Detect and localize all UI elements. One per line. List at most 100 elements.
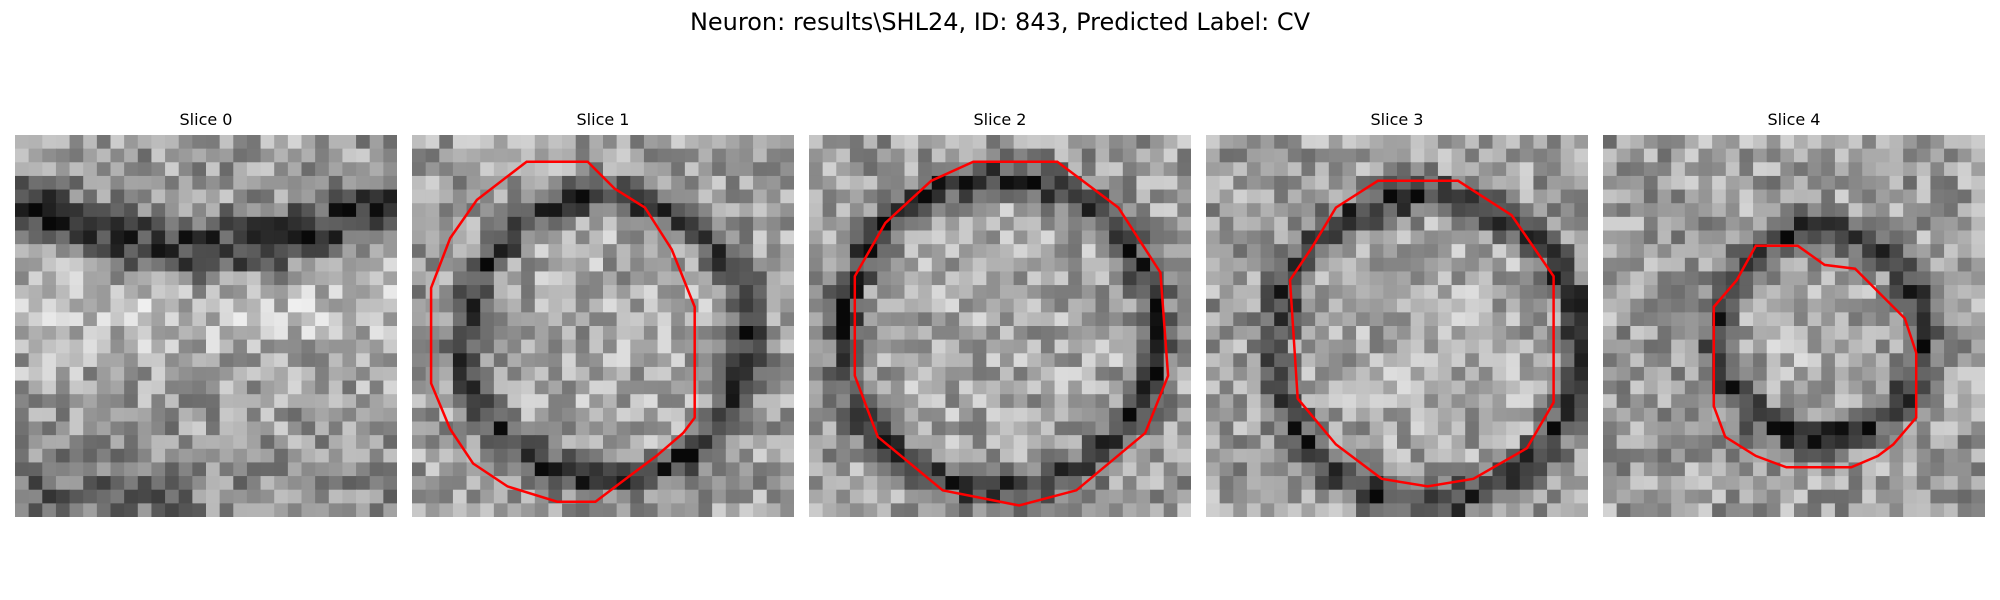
pixel <box>110 489 125 504</box>
pixel <box>83 189 98 204</box>
pixel <box>1451 135 1466 150</box>
pixel <box>1698 435 1713 450</box>
pixel <box>1533 312 1548 327</box>
pixel <box>1122 462 1138 477</box>
pixel <box>657 462 672 477</box>
pixel <box>1478 366 1494 382</box>
pixel <box>83 298 98 313</box>
pixel <box>1206 135 1221 150</box>
pixel <box>739 203 754 218</box>
pixel <box>1424 257 1439 273</box>
pixel <box>55 339 71 354</box>
pixel <box>1916 503 1932 517</box>
pixel <box>165 135 180 150</box>
pixel <box>1616 230 1631 245</box>
pixel <box>1150 230 1165 245</box>
pixel <box>1506 353 1521 368</box>
pixel <box>206 435 221 450</box>
pixel <box>165 162 180 177</box>
pixel <box>466 285 481 300</box>
pixel <box>1848 394 1863 409</box>
pixel <box>1862 421 1877 436</box>
pixel <box>1533 394 1548 409</box>
pixel <box>1862 285 1877 300</box>
pixel <box>178 148 193 163</box>
pixel <box>1725 230 1741 245</box>
pixel <box>780 271 794 286</box>
pixel <box>1383 285 1398 300</box>
pixel <box>822 135 837 150</box>
pixel <box>1712 476 1727 491</box>
pixel <box>274 462 289 477</box>
pixel <box>1219 244 1234 259</box>
pixel <box>1657 203 1672 218</box>
pixel <box>260 203 275 218</box>
pixel <box>466 298 481 313</box>
pixel <box>315 421 330 436</box>
pixel <box>1657 339 1672 354</box>
pixel <box>1862 312 1877 327</box>
pixel <box>725 407 741 423</box>
pixel <box>1533 353 1548 368</box>
pixel <box>534 230 550 245</box>
pixel <box>1424 135 1439 150</box>
pixel <box>1957 148 1972 163</box>
pixel <box>1630 203 1645 218</box>
pixel <box>1630 271 1645 286</box>
pixel <box>562 203 577 218</box>
pixel <box>83 135 98 150</box>
pixel <box>1081 312 1097 327</box>
pixel <box>233 448 248 464</box>
pixel <box>904 503 919 517</box>
pixel <box>739 285 754 300</box>
pixel <box>260 380 275 395</box>
pixel <box>110 298 125 313</box>
pixel <box>1574 503 1588 517</box>
segmentation-contour <box>429 160 696 503</box>
pixel <box>1848 175 1863 191</box>
pixel <box>1698 489 1713 504</box>
pixel <box>684 135 700 150</box>
pixel <box>1410 353 1425 368</box>
pixel <box>480 503 495 517</box>
pixel <box>1766 503 1781 517</box>
pixel <box>1260 339 1275 354</box>
pixel <box>42 489 57 504</box>
pixel <box>1136 366 1151 382</box>
pixel <box>1437 148 1453 163</box>
pixel <box>507 366 522 382</box>
pixel <box>877 326 892 341</box>
pixel <box>766 175 781 191</box>
pixel <box>904 394 919 409</box>
pixel <box>110 421 125 436</box>
pixel <box>863 285 878 300</box>
pixel <box>42 257 57 273</box>
pixel <box>15 407 30 423</box>
pixel <box>96 162 112 177</box>
pixel <box>110 394 125 409</box>
pixel <box>369 435 384 450</box>
pixel <box>1957 503 1972 517</box>
pixel <box>287 489 303 504</box>
pixel <box>124 271 139 286</box>
pixel <box>137 326 153 341</box>
pixel <box>657 135 672 150</box>
pixel <box>1753 462 1768 477</box>
pixel <box>178 257 193 273</box>
pixel <box>1780 435 1795 450</box>
pixel <box>507 312 522 327</box>
pixel <box>425 135 440 150</box>
pixel <box>1465 203 1480 218</box>
pixel <box>1013 148 1028 163</box>
pixel <box>1451 298 1466 313</box>
pixel <box>739 421 754 436</box>
pixel <box>493 285 509 300</box>
pixel <box>1206 162 1221 177</box>
pixel <box>124 448 139 464</box>
pixel <box>931 285 947 300</box>
pixel <box>1766 189 1781 204</box>
pixel <box>1424 230 1439 245</box>
pixel <box>315 230 330 245</box>
pixel <box>1206 312 1221 327</box>
pixel <box>42 394 57 409</box>
